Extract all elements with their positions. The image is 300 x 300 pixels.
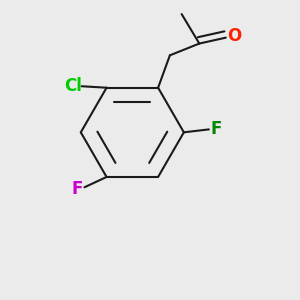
Text: Cl: Cl [64, 77, 82, 95]
Text: F: F [71, 180, 83, 198]
Text: O: O [227, 27, 241, 45]
Text: F: F [211, 120, 222, 138]
